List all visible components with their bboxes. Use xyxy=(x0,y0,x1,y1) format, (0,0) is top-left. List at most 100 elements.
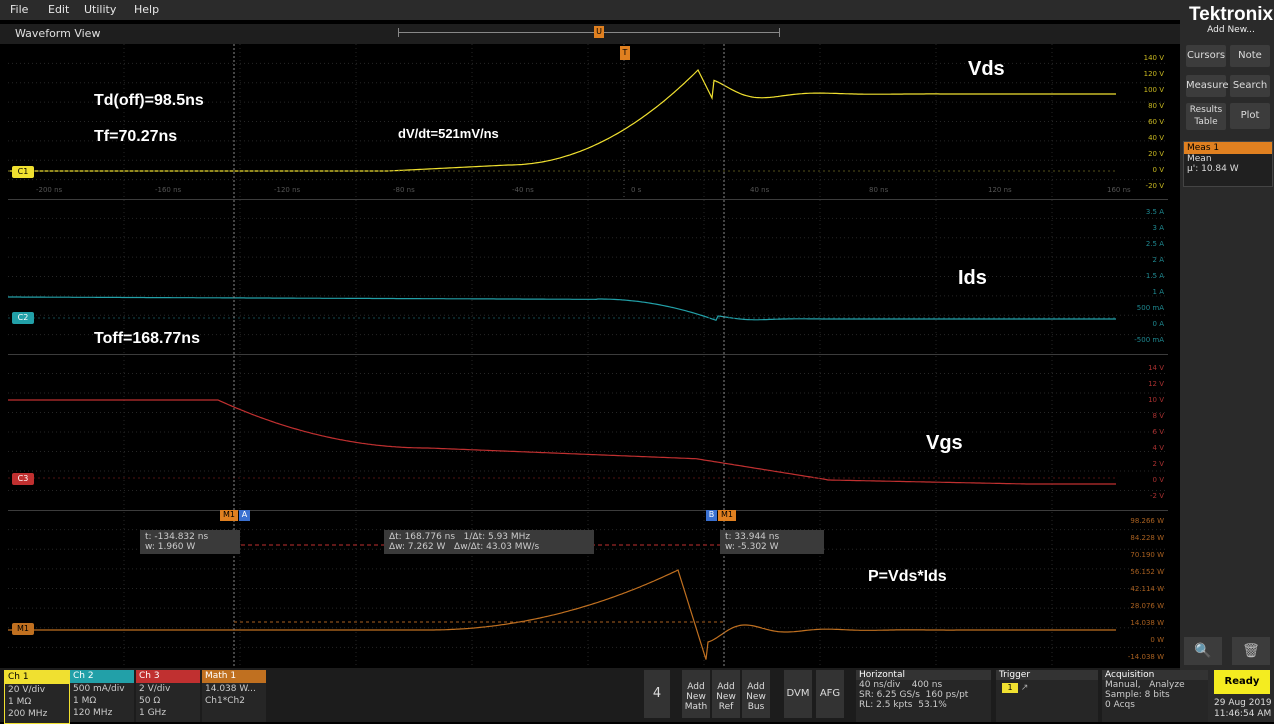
scale-label: 80 V xyxy=(1148,102,1164,110)
scale-label: 40 V xyxy=(1148,134,1164,142)
channel-badge-setting: 1 GHz xyxy=(139,708,167,718)
horizontal-position: 53.1% xyxy=(918,700,947,710)
channel-badge-2[interactable]: Ch 2 500 mA/div 1 MΩ 120 MHz xyxy=(70,670,134,722)
horizontal-scale: 40 ns/div xyxy=(859,680,901,690)
channel-badge-setting: Ch1*Ch2 xyxy=(205,696,245,706)
plot-button[interactable]: Plot xyxy=(1230,103,1270,129)
channel-badge-name: Math 1 xyxy=(202,670,266,683)
ready-status: Ready xyxy=(1214,670,1270,694)
cursor-a-id[interactable]: A xyxy=(239,510,250,521)
trash-icon[interactable]: 🗑 xyxy=(1232,637,1270,665)
m1-tag[interactable]: M1 xyxy=(12,623,34,635)
channel-badge-setting: 120 MHz xyxy=(73,708,113,718)
slice-divider-3 xyxy=(8,510,1168,511)
acquisition-title: Acquisition xyxy=(1102,670,1208,680)
acquisition-panel[interactable]: Acquisition Manual, Analyze Sample: 8 bi… xyxy=(1102,670,1208,722)
meas-1-stat: Mean xyxy=(1187,154,1212,164)
time-tick-label: 0 s xyxy=(631,186,642,194)
menu-utility[interactable]: Utility xyxy=(84,3,117,16)
record-view-bar[interactable] xyxy=(398,32,780,33)
cursor-a-value: w: 1.960 W xyxy=(145,542,196,552)
u-marker[interactable]: U xyxy=(594,26,604,38)
scale-label: 0 V xyxy=(1152,166,1164,174)
scale-label: 2 A xyxy=(1152,256,1164,264)
scale-label: 10 V xyxy=(1148,396,1164,404)
scale-label: -2 V xyxy=(1150,492,1164,500)
time-tick-label: 160 ns xyxy=(1107,186,1131,194)
measure-button[interactable]: Measure xyxy=(1186,75,1229,97)
scale-label: 2 V xyxy=(1152,460,1164,468)
graticule xyxy=(8,44,1168,667)
trigger-panel[interactable]: Trigger 1 ↗ xyxy=(996,670,1098,722)
search-button[interactable]: Search xyxy=(1230,75,1270,97)
scale-label: -14.038 W xyxy=(1127,653,1164,661)
scale-label: -20 V xyxy=(1145,182,1164,190)
record-bracket-left xyxy=(398,28,399,37)
cursor-b-time: t: 33.944 ns xyxy=(725,532,780,542)
horizontal-panel[interactable]: Horizontal 40 ns/div 400 ns SR: 6.25 GS/… xyxy=(856,670,991,722)
time-tick-label: 120 ns xyxy=(988,186,1012,194)
datetime: 29 Aug 2019 11:46:54 AM xyxy=(1214,698,1274,720)
horizontal-title: Horizontal xyxy=(856,670,991,680)
time-tick-label: -200 ns xyxy=(36,186,63,194)
add-new-ref-button[interactable]: Add New Ref xyxy=(712,670,740,718)
slice-divider-2 xyxy=(8,354,1168,355)
afg-button[interactable]: AFG xyxy=(816,670,844,718)
cursor-delta-readout: Δt: 168.776 ns 1/Δt: 5.93 MHz Δw: 7.262 … xyxy=(384,530,594,554)
add-new-label[interactable]: Add New... xyxy=(1207,25,1255,35)
annotation-tf: Tf=70.27ns xyxy=(94,128,178,145)
menu-help[interactable]: Help xyxy=(134,3,160,16)
scale-label: 100 V xyxy=(1143,86,1164,94)
ch3-trace xyxy=(8,399,1116,485)
add-new-bus-button[interactable]: Add New Bus xyxy=(742,670,770,718)
acquisition-count: 0 Acqs xyxy=(1105,700,1135,710)
scale-label: 70.190 W xyxy=(1130,551,1164,559)
scale-label: 0 W xyxy=(1150,636,1164,644)
scale-label: 3.5 A xyxy=(1145,208,1164,216)
scale-label: 0 A xyxy=(1152,320,1164,328)
ch3-tag[interactable]: C3 xyxy=(12,473,34,485)
acquisition-analyze: Analyze xyxy=(1149,680,1185,690)
annotation-tdoff: Td(off)=98.5ns xyxy=(94,92,204,109)
menu-file[interactable]: File xyxy=(10,3,29,16)
annotation-power: P=Vds*Ids xyxy=(868,568,947,585)
scale-label: 14.038 W xyxy=(1130,619,1164,627)
channel-badge-1[interactable]: Ch 1 20 V/div 1 MΩ 200 MHz xyxy=(4,670,70,724)
cursor-b-m1-tag[interactable]: M1 xyxy=(718,510,736,521)
meas-1-badge[interactable]: Meas 1 Mean µ': 10.84 W xyxy=(1183,141,1273,187)
ch1-tag[interactable]: C1 xyxy=(12,166,34,178)
cursors-button[interactable]: Cursors xyxy=(1186,45,1226,67)
add-new-math-button[interactable]: Add New Math xyxy=(682,670,710,718)
annotation-vgs: Vgs xyxy=(926,432,963,454)
zoom-icon[interactable]: 🔍 xyxy=(1184,637,1222,665)
scale-label: 84.228 W xyxy=(1130,534,1164,542)
ch2-tag[interactable]: C2 xyxy=(12,312,34,324)
channel-badge-name: Ch 1 xyxy=(5,671,69,684)
channel-badge-4[interactable]: Math 1 14.038 W... Ch1*Ch2 xyxy=(202,670,266,722)
time-per-point: 160 ps/pt xyxy=(925,690,969,700)
record-length: RL: 2.5 kpts xyxy=(859,700,913,710)
dvm-button[interactable]: DVM xyxy=(784,670,812,718)
cursor-b-readout: t: 33.944 ns w: -5.302 W xyxy=(720,530,824,554)
scale-label: 2.5 A xyxy=(1145,240,1164,248)
ch2-trace xyxy=(8,296,1116,322)
scale-label: 20 V xyxy=(1148,150,1164,158)
cursor-a-m1-tag[interactable]: M1 xyxy=(220,510,238,521)
scale-label: 42.114 W xyxy=(1130,585,1164,593)
time-tick-label: 40 ns xyxy=(750,186,770,194)
time-tick-label: -80 ns xyxy=(393,186,415,194)
results-table-button[interactable]: Results Table xyxy=(1186,103,1226,130)
scale-label: 56.152 W xyxy=(1130,568,1164,576)
date-label: 29 Aug 2019 xyxy=(1214,698,1272,708)
note-button[interactable]: Note xyxy=(1230,45,1270,67)
channel-badge-setting: 14.038 W... xyxy=(205,684,256,694)
waveform-count-button[interactable]: 4 xyxy=(644,670,670,718)
menu-edit[interactable]: Edit xyxy=(48,3,70,16)
trigger-marker[interactable]: T xyxy=(620,46,630,60)
scale-label: 0 V xyxy=(1152,476,1164,484)
time-tick-label: 80 ns xyxy=(869,186,889,194)
cursor-inv-delta-t: 1/Δt: 5.93 MHz xyxy=(463,532,531,542)
waveform-plot[interactable]: -200 ns -160 ns -120 ns -80 ns -40 ns 0 s 40 n… xyxy=(8,44,1168,667)
cursor-b-id[interactable]: B xyxy=(706,510,717,521)
